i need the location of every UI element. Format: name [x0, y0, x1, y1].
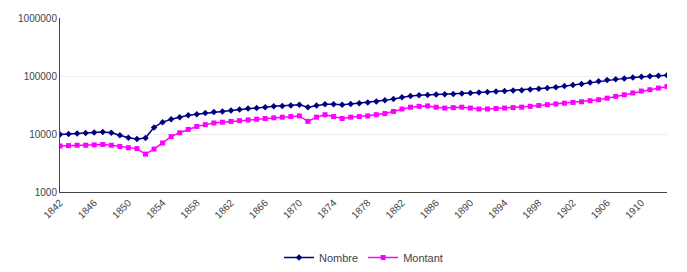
svg-text:1842: 1842	[41, 197, 65, 221]
svg-text:1894: 1894	[486, 197, 510, 221]
svg-text:1886: 1886	[418, 197, 442, 221]
svg-text:1862: 1862	[212, 197, 236, 221]
svg-text:1910: 1910	[623, 197, 647, 221]
svg-text:10000: 10000	[29, 129, 57, 140]
svg-text:1898: 1898	[520, 197, 544, 221]
svg-text:1878: 1878	[349, 197, 373, 221]
svg-text:Montant: Montant	[403, 252, 443, 264]
svg-text:Nombre: Nombre	[319, 252, 358, 264]
svg-text:1858: 1858	[178, 197, 202, 221]
svg-text:1882: 1882	[383, 197, 407, 221]
svg-text:1906: 1906	[589, 197, 613, 221]
svg-text:1854: 1854	[144, 197, 168, 221]
svg-text:1870: 1870	[281, 197, 305, 221]
svg-text:1850: 1850	[110, 197, 134, 221]
svg-text:1890: 1890	[452, 197, 476, 221]
svg-text:1874: 1874	[315, 197, 339, 221]
svg-text:100000: 100000	[24, 71, 58, 82]
svg-text:1000000: 1000000	[18, 13, 57, 24]
svg-text:1000: 1000	[35, 187, 58, 198]
svg-text:1902: 1902	[554, 197, 578, 221]
svg-text:1846: 1846	[76, 197, 100, 221]
svg-text:1866: 1866	[247, 197, 271, 221]
